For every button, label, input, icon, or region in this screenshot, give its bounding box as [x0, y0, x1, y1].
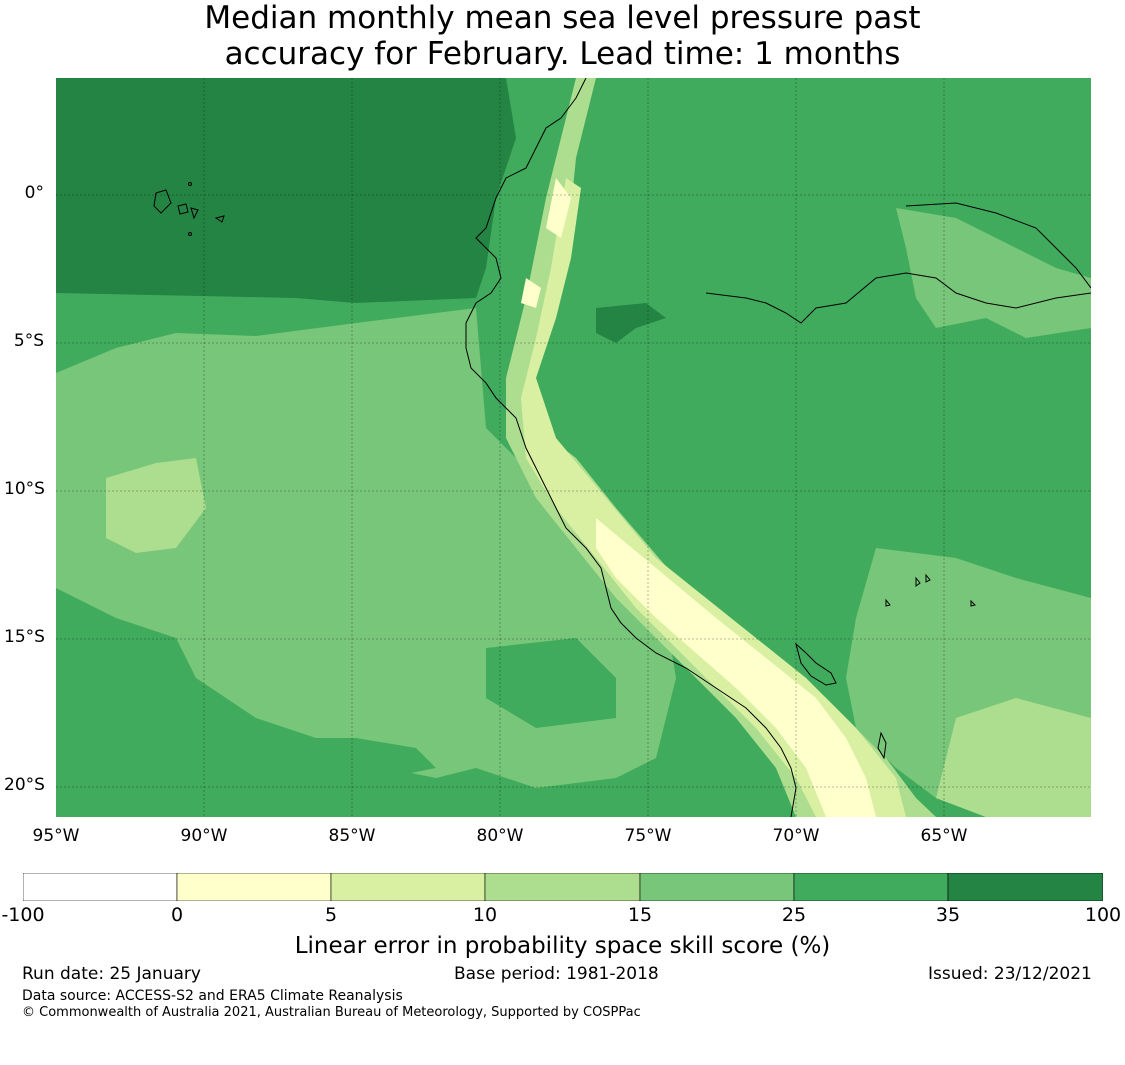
colorbar-segment-10-15: [484, 873, 641, 901]
colorbar-tick-0: 0: [170, 904, 184, 926]
colorbar-segment-neg100-0: [23, 873, 178, 901]
lat-label-10s: 10°S: [4, 479, 45, 499]
region-band-10-15-southeast: [936, 698, 1091, 817]
colorbar-segment-0-5: [176, 873, 332, 901]
colorbar-tick-5: 5: [324, 904, 338, 926]
region-band-35-100-nw: [56, 78, 516, 303]
region-band-35-100-inland: [596, 303, 666, 343]
chart-title: Median monthly mean sea level pressure p…: [0, 0, 1125, 72]
colorbar-tick-15: 15: [627, 904, 653, 926]
colorbar-segment-5-10: [330, 873, 486, 901]
lat-label-15s: 15°S: [4, 627, 45, 647]
lat-label-0: 0°: [24, 183, 44, 203]
lat-label-5s: 5°S: [13, 331, 44, 351]
river-north: [905, 202, 1091, 289]
lon-label-90w: 90°W: [180, 826, 228, 846]
lon-label-85w: 85°W: [328, 826, 376, 846]
lon-label-95w: 95°W: [32, 826, 80, 846]
region-band-10-15-west: [106, 458, 206, 553]
colorbar-tick-25: 25: [781, 904, 807, 926]
lon-label-70w: 70°W: [772, 826, 820, 846]
issued-date: Issued: 23/12/2021: [928, 964, 1092, 984]
colorbar-segment-35-100: [947, 873, 1103, 901]
copyright: © Commonwealth of Australia 2021, Austra…: [22, 1005, 641, 1020]
amazon-river: [705, 272, 1091, 324]
base-period: Base period: 1981-2018: [454, 964, 659, 984]
small-lakes: [877, 573, 976, 760]
title-line-2: accuracy for February. Lead time: 1 mont…: [224, 36, 901, 72]
region-band-15-25-east: [896, 208, 1091, 338]
region-band-25-35-patch: [486, 638, 616, 728]
graticule: [56, 78, 1091, 817]
colorbar-tick-10: 10: [472, 904, 498, 926]
colorbar-label: Linear error in probability space skill …: [294, 933, 831, 959]
lon-label-80w: 80°W: [476, 826, 524, 846]
region-band-25-35-sw: [56, 588, 436, 778]
colorbar-segment-25-35: [793, 873, 949, 901]
colorbar-tick-neg100: -100: [1, 904, 45, 926]
region-band-0-5-coast: [521, 178, 876, 817]
region-band-5-10-coast: [521, 178, 906, 817]
colorbar-tick-100: 100: [1084, 904, 1122, 926]
lat-label-20s: 20°S: [4, 775, 45, 795]
skill-score-map: [56, 78, 1091, 817]
colorbar-tick-35: 35: [935, 904, 961, 926]
coastline: [465, 78, 797, 817]
run-date: Run date: 25 January: [22, 964, 201, 984]
lake-titicaca: [795, 642, 837, 686]
data-source: Data source: ACCESS-S2 and ERA5 Climate …: [22, 988, 403, 1004]
lon-label-75w: 75°W: [624, 826, 672, 846]
colorbar-segment-15-25: [639, 873, 795, 901]
galapagos-islands: [153, 182, 225, 236]
lon-label-65w: 65°W: [920, 826, 968, 846]
colorbar: [23, 873, 1103, 901]
title-line-1: Median monthly mean sea level pressure p…: [204, 0, 921, 36]
